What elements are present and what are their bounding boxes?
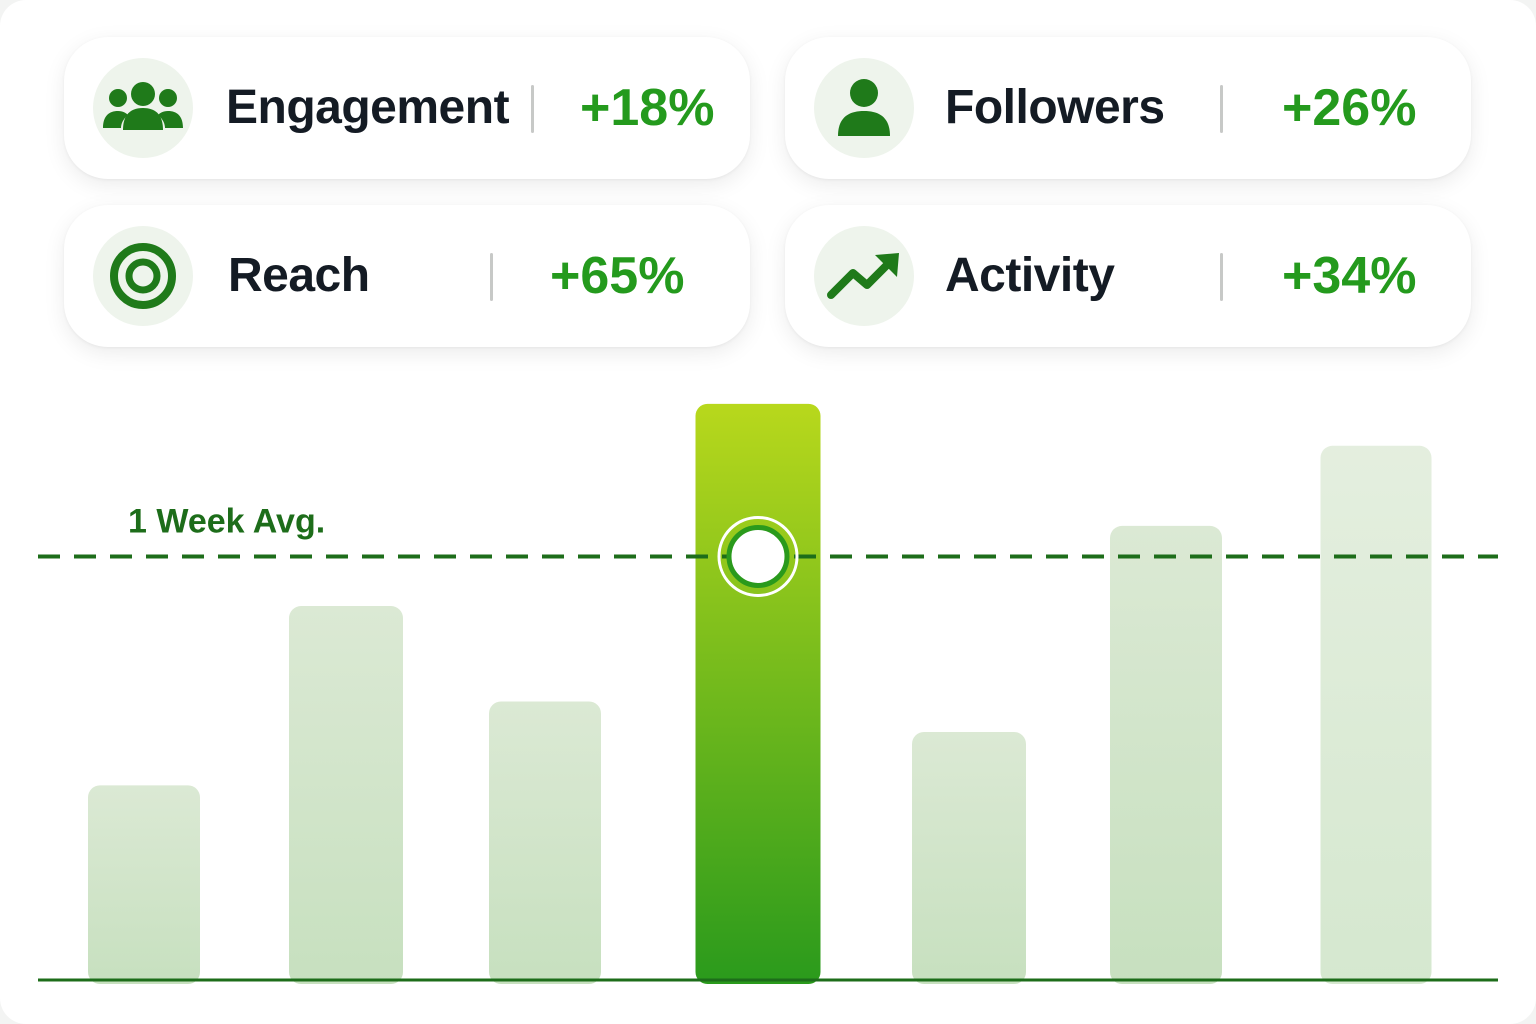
metric-card-reach[interactable]: Reach +65% <box>64 205 750 347</box>
bar-highlighted[interactable] <box>696 404 821 984</box>
bar[interactable] <box>88 785 200 984</box>
average-marker[interactable] <box>719 517 797 595</box>
bar[interactable] <box>289 606 403 984</box>
target-icon <box>93 226 193 326</box>
metric-value: +34% <box>1282 205 1416 347</box>
metric-divider <box>531 85 534 133</box>
user-icon <box>814 58 914 158</box>
metric-card-followers[interactable]: Followers +26% <box>785 37 1471 179</box>
metric-card-engagement[interactable]: Engagement +18% <box>64 37 750 179</box>
metric-value: +18% <box>580 37 714 179</box>
metric-value: +65% <box>550 205 684 347</box>
metric-label: Activity <box>945 205 1114 347</box>
bar[interactable] <box>912 732 1026 984</box>
bar[interactable] <box>489 701 601 984</box>
metric-divider <box>1220 85 1223 133</box>
bar-chart: 1 Week Avg. <box>0 380 1536 1000</box>
metric-label: Followers <box>945 37 1165 179</box>
metric-divider <box>1220 253 1223 301</box>
metric-divider <box>490 253 493 301</box>
chart-bars <box>88 404 1432 984</box>
average-label: 1 Week Avg. <box>128 502 325 540</box>
bar[interactable] <box>1321 446 1432 984</box>
metric-value: +26% <box>1282 37 1416 179</box>
metric-label: Engagement <box>226 37 509 179</box>
trending-up-icon <box>814 226 914 326</box>
bar[interactable] <box>1110 526 1222 984</box>
metric-card-activity[interactable]: Activity +34% <box>785 205 1471 347</box>
metric-label: Reach <box>228 205 370 347</box>
users-group-icon <box>93 58 193 158</box>
